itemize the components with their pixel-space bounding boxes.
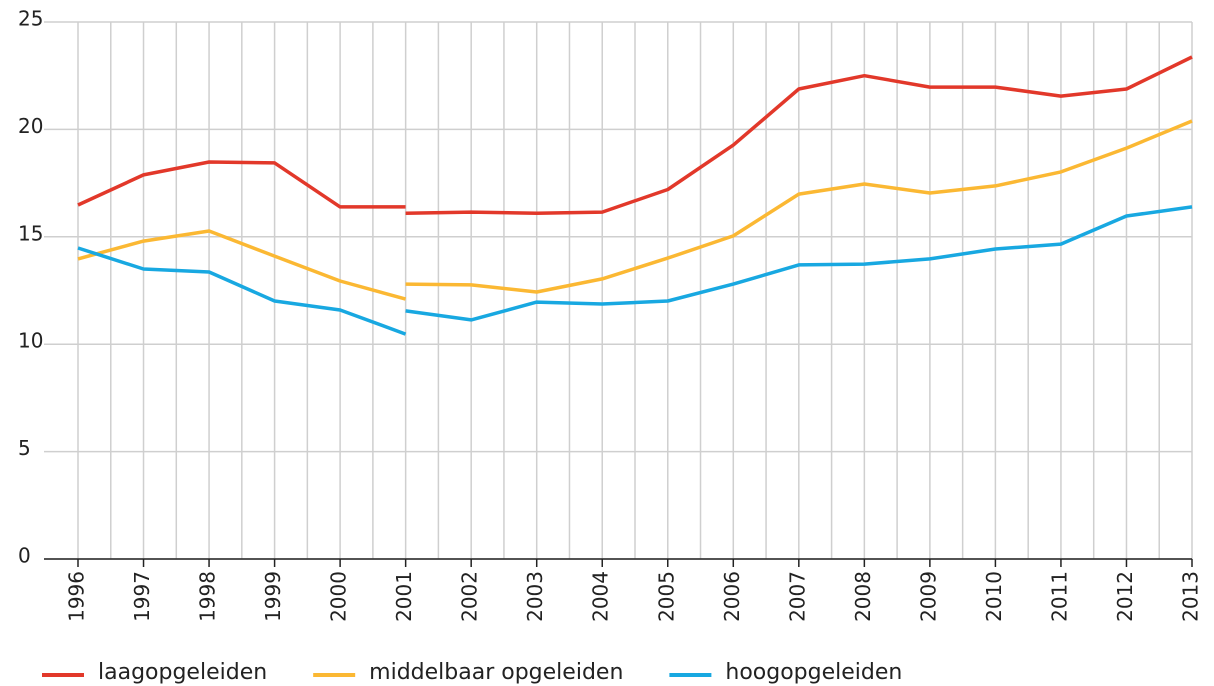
- legend-label: hoogopgeleiden: [725, 660, 902, 685]
- x-tick-label: 2006: [720, 571, 744, 622]
- x-tick-label: 2010: [982, 571, 1006, 622]
- x-tick-label: 1998: [196, 571, 220, 622]
- x-tick-label: 2005: [654, 571, 678, 622]
- x-tick-label: 2013: [1179, 571, 1203, 622]
- x-tick-label: 2002: [458, 571, 482, 622]
- x-tick-label: 1996: [65, 571, 89, 622]
- data-line: [77, 205, 1193, 336]
- y-tick-label: 20: [18, 114, 43, 138]
- x-tick-label: 2008: [851, 571, 875, 622]
- x-tick-label: 1999: [261, 571, 285, 622]
- y-tick-label: 5: [18, 436, 31, 460]
- y-tick-label: 25: [18, 7, 43, 31]
- legend-label: laagopgeleiden: [98, 660, 267, 685]
- legend-label: middelbaar opgeleiden: [369, 660, 623, 685]
- data-line: [77, 119, 1193, 301]
- x-tick-label: 1997: [130, 571, 154, 622]
- y-tick-label: 0: [18, 544, 31, 568]
- x-tick-label: 2000: [327, 571, 351, 622]
- x-tick-label: 2007: [785, 571, 809, 622]
- data-line: [77, 55, 1193, 215]
- x-tick-label: 2003: [523, 571, 547, 622]
- x-tick-label: 2012: [1113, 571, 1137, 622]
- x-tick-label: 2009: [916, 571, 940, 622]
- x-tick-label: 2004: [589, 571, 613, 622]
- y-tick-label: 15: [18, 221, 43, 245]
- y-tick-label: 10: [18, 329, 43, 353]
- x-tick-label: 2011: [1047, 571, 1071, 622]
- x-tick-label: 2001: [392, 571, 416, 622]
